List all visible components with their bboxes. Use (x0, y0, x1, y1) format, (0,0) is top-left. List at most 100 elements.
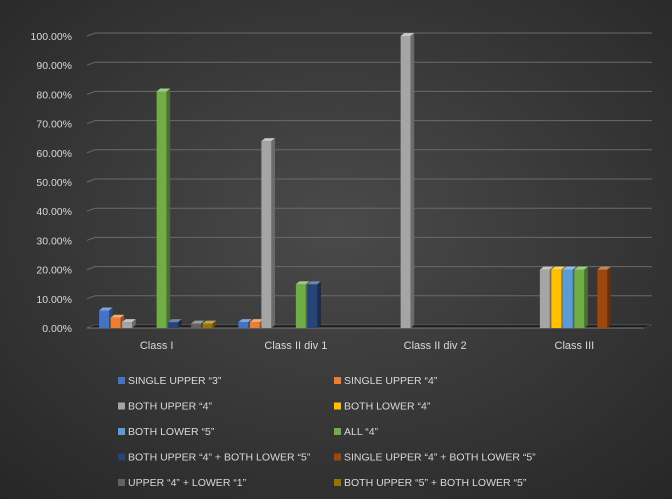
bar-top (249, 319, 264, 323)
bar-top (551, 266, 565, 270)
gridline-diag (86, 266, 96, 271)
bar-top (202, 320, 217, 324)
bar-front (99, 310, 110, 328)
legend-swatch (118, 479, 125, 486)
bar-top (99, 307, 113, 311)
bar-top (261, 138, 275, 142)
legend-label: SINGLE UPPER “4” + BOTH LOWER “5” (344, 452, 536, 464)
bar (307, 281, 321, 328)
legend-swatch (334, 479, 341, 486)
y-tick-label: 10.00% (36, 294, 72, 306)
legend-item: SINGLE UPPER “4” + BOTH LOWER “5” (334, 452, 536, 464)
legend-swatch (118, 377, 125, 384)
legend-swatch (118, 453, 125, 461)
bar-side (132, 319, 136, 328)
legend-swatch (334, 453, 341, 461)
y-tick-label: 90.00% (36, 60, 72, 72)
bar-top (597, 266, 611, 270)
legend-label: BOTH UPPER “4” + BOTH LOWER “5” (128, 452, 311, 464)
gridline-diag (86, 61, 96, 66)
bar (261, 138, 275, 328)
y-axis-ticks: 0.00% 10.00% 20.00% 30.00% 40.00% 50.00% 60.00… (31, 31, 72, 335)
y-tick-label: 100.00% (31, 31, 72, 43)
bar-front (168, 322, 179, 328)
legend-label: UPPER “4” + LOWER “1” (128, 477, 247, 489)
bar-side (178, 319, 182, 328)
y-tick-label: 70.00% (36, 119, 72, 131)
gridline-diag (86, 236, 96, 241)
legend-item: BOTH UPPER “5” + BOTH LOWER “5” (334, 477, 527, 489)
legend-swatch (334, 428, 341, 435)
legend-swatch (118, 402, 125, 410)
gridline-diag (86, 207, 96, 212)
legend-label: BOTH LOWER “5” (128, 426, 215, 438)
x-tick-label: Class II div 2 (404, 340, 467, 352)
legend-swatch (118, 428, 125, 435)
legend-label: SINGLE UPPER “3” (128, 375, 222, 387)
bar-front (574, 269, 585, 328)
legend-label: BOTH LOWER “4” (344, 401, 431, 413)
y-tick-label: 0.00% (42, 323, 72, 335)
legend-label: BOTH UPPER “5” + BOTH LOWER “5” (344, 477, 527, 489)
legend-item: BOTH UPPER “4” (118, 401, 213, 413)
bar (168, 319, 182, 328)
legend-swatch (334, 402, 341, 410)
bar-top (110, 314, 125, 318)
gridline-diag (86, 120, 96, 125)
bar-top (562, 266, 577, 270)
bar-front (295, 284, 306, 328)
bar-front (110, 317, 121, 328)
bar (400, 33, 415, 328)
legend-item: SINGLE UPPER “3” (118, 375, 222, 387)
bar-front (597, 269, 608, 328)
legend-item: BOTH UPPER “4” + BOTH LOWER “5” (118, 452, 311, 464)
bar-top (539, 266, 554, 270)
legend-label: ALL “4” (344, 426, 379, 438)
legend-item: ALL “4” (334, 426, 379, 438)
gridline-diag (86, 32, 96, 37)
bar-front (156, 91, 167, 328)
bar-front (307, 284, 318, 328)
bars (99, 33, 611, 328)
bar-front (202, 323, 213, 328)
legend-item: SINGLE UPPER “4” (334, 375, 438, 387)
bar-front (539, 269, 550, 328)
gridline-diag (86, 149, 96, 154)
bar-front (562, 269, 573, 328)
bar-top (168, 319, 182, 323)
bar-front (400, 36, 411, 328)
bar-top (156, 88, 171, 92)
bar-side (584, 266, 588, 328)
bar-side (166, 88, 171, 328)
bar (597, 266, 611, 328)
legend: SINGLE UPPER “3” SINGLE UPPER “4” BOTH UPP… (118, 375, 536, 489)
bar (574, 266, 588, 328)
x-tick-label: Class I (140, 340, 174, 352)
bar-side (317, 281, 321, 328)
bar-top (238, 319, 252, 323)
legend-item: BOTH LOWER “5” (118, 426, 215, 438)
legend-swatch (334, 377, 341, 384)
bar-front (238, 322, 249, 328)
y-tick-label: 40.00% (36, 206, 72, 218)
legend-item: UPPER “4” + LOWER “1” (118, 477, 247, 489)
gridline-diag (86, 295, 96, 300)
y-tick-label: 50.00% (36, 177, 72, 189)
bar-top (122, 319, 136, 323)
gridline-diag (86, 178, 96, 183)
bar-side (410, 33, 415, 328)
gridlines (86, 32, 652, 329)
bar-top (307, 281, 321, 285)
bar-front (249, 322, 260, 328)
gridline-diag (86, 90, 96, 95)
y-tick-label: 60.00% (36, 148, 72, 160)
bar-top (574, 266, 588, 270)
bar-front (122, 322, 133, 328)
y-tick-label: 80.00% (36, 89, 72, 101)
bar-side (607, 266, 611, 328)
x-tick-label: Class II div 1 (264, 340, 327, 352)
legend-label: BOTH UPPER “4” (128, 401, 213, 413)
